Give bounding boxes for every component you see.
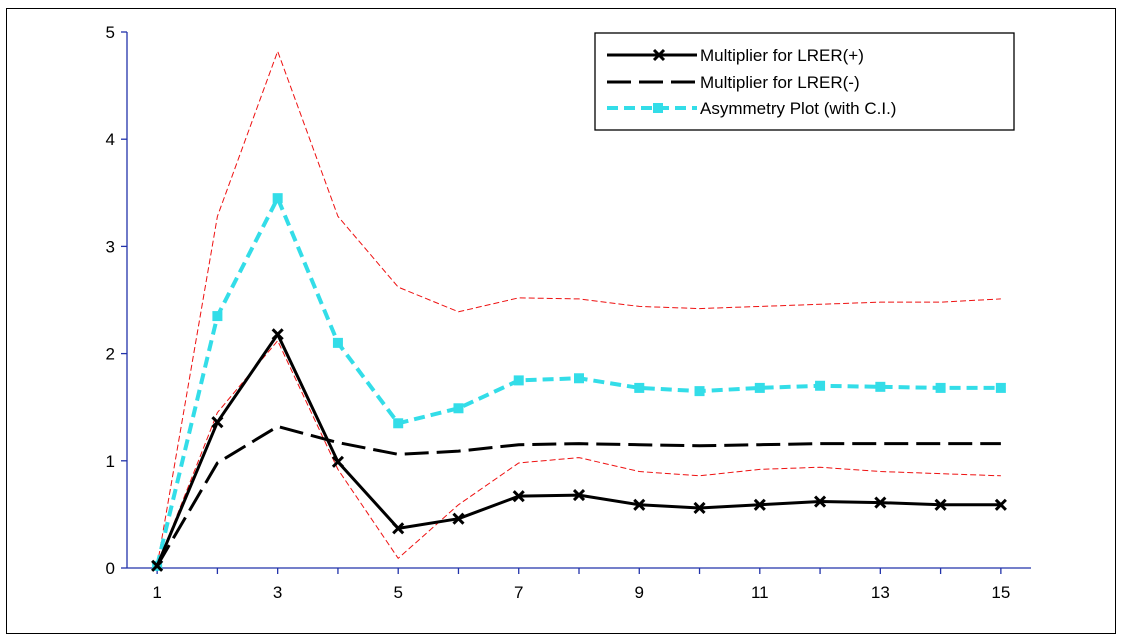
x-tick-label: 15 bbox=[991, 583, 1010, 602]
data-point-marker-x bbox=[874, 496, 887, 509]
data-point-marker-square bbox=[574, 373, 584, 384]
data-point-marker-x bbox=[994, 498, 1007, 511]
legend-label: Asymmetry Plot (with C.I.) bbox=[700, 99, 896, 118]
x-tick-label: 9 bbox=[635, 583, 644, 602]
data-point-marker-square bbox=[815, 380, 826, 391]
x-tick-label: 3 bbox=[273, 583, 282, 602]
data-point-marker-x bbox=[633, 498, 646, 511]
marker-stroke bbox=[814, 495, 827, 508]
chart-frame: 0 1 2 3 4 5 1 3 5 7 9 11 13 15 Multiplier for LRER(+)… bbox=[6, 8, 1116, 634]
y-tick-label: 0 bbox=[106, 559, 115, 578]
legend-swatch-marker bbox=[653, 103, 663, 113]
data-point-marker-square bbox=[875, 381, 886, 392]
data-point-marker-x bbox=[151, 559, 164, 572]
y-tick-label: 4 bbox=[106, 130, 115, 149]
marker-stroke bbox=[994, 498, 1007, 511]
x-tick-label: 5 bbox=[393, 583, 402, 602]
legend-box bbox=[594, 32, 1015, 131]
x-tick-label: 13 bbox=[871, 583, 890, 602]
marker-stroke bbox=[693, 501, 706, 515]
series-ci-lower-line bbox=[156, 340, 1001, 567]
x-tick-label: 7 bbox=[514, 583, 523, 602]
data-point-marker-square bbox=[453, 403, 464, 414]
data-point-marker-x bbox=[934, 498, 947, 511]
x-tick-label: 11 bbox=[751, 583, 769, 602]
marker-stroke bbox=[512, 490, 525, 503]
marker-stroke bbox=[331, 455, 344, 468]
legend-label: Multiplier for LRER(+) bbox=[700, 46, 864, 65]
marker-stroke bbox=[633, 498, 646, 511]
data-point-marker-x bbox=[753, 498, 766, 511]
data-point-marker-square bbox=[272, 193, 283, 204]
data-point-marker-square bbox=[393, 418, 404, 429]
marker-stroke bbox=[211, 416, 224, 429]
marker-stroke bbox=[392, 522, 405, 535]
data-point-marker-square bbox=[754, 382, 765, 393]
data-point-marker-x bbox=[512, 490, 525, 503]
marker-stroke bbox=[452, 512, 465, 525]
marker-stroke bbox=[934, 498, 947, 511]
data-point-marker-square bbox=[694, 386, 705, 397]
y-tick-label: 1 bbox=[106, 452, 115, 471]
legend-entry-multiplier-neg: Multiplier for LRER(-) bbox=[607, 73, 860, 92]
data-point-marker-x bbox=[211, 416, 224, 429]
legend-label: Multiplier for LRER(-) bbox=[700, 73, 860, 92]
legend: Multiplier for LRER(+) Multiplier for LR… bbox=[594, 32, 1015, 131]
series-line-0 bbox=[155, 332, 1001, 567]
data-point-marker-square bbox=[212, 311, 223, 322]
series-line-1 bbox=[155, 424, 1001, 567]
data-point-marker-square bbox=[513, 375, 524, 386]
marker-stroke bbox=[572, 489, 586, 502]
y-tick-label: 2 bbox=[106, 345, 115, 364]
marker-stroke bbox=[874, 496, 887, 509]
marker-stroke bbox=[151, 559, 164, 572]
y-tick-label: 5 bbox=[106, 23, 115, 42]
marker-stroke bbox=[271, 328, 284, 341]
data-point-marker-x bbox=[452, 512, 465, 525]
y-tick-label: 3 bbox=[106, 237, 115, 256]
data-point-marker-x bbox=[693, 501, 706, 515]
data-point-marker-square bbox=[634, 382, 645, 393]
series-ci-upper-line bbox=[156, 50, 1001, 566]
series-layer bbox=[151, 50, 1007, 572]
data-point-marker-x bbox=[814, 495, 827, 508]
data-point-marker-square bbox=[332, 337, 343, 348]
legend-swatch-marker bbox=[652, 48, 666, 62]
data-point-marker-x bbox=[572, 489, 586, 502]
data-point-marker-square bbox=[995, 382, 1006, 393]
data-point-marker-square bbox=[935, 382, 946, 393]
x-tick-label: 1 bbox=[152, 583, 161, 602]
legend-entry-multiplier-pos: Multiplier for LRER(+) bbox=[607, 46, 864, 65]
legend-entry-asymmetry: Asymmetry Plot (with C.I.) bbox=[607, 99, 896, 118]
data-point-marker-x bbox=[392, 522, 405, 535]
data-point-marker-x bbox=[331, 455, 344, 468]
marker-stroke bbox=[753, 498, 766, 511]
data-point-marker-x bbox=[271, 328, 284, 341]
